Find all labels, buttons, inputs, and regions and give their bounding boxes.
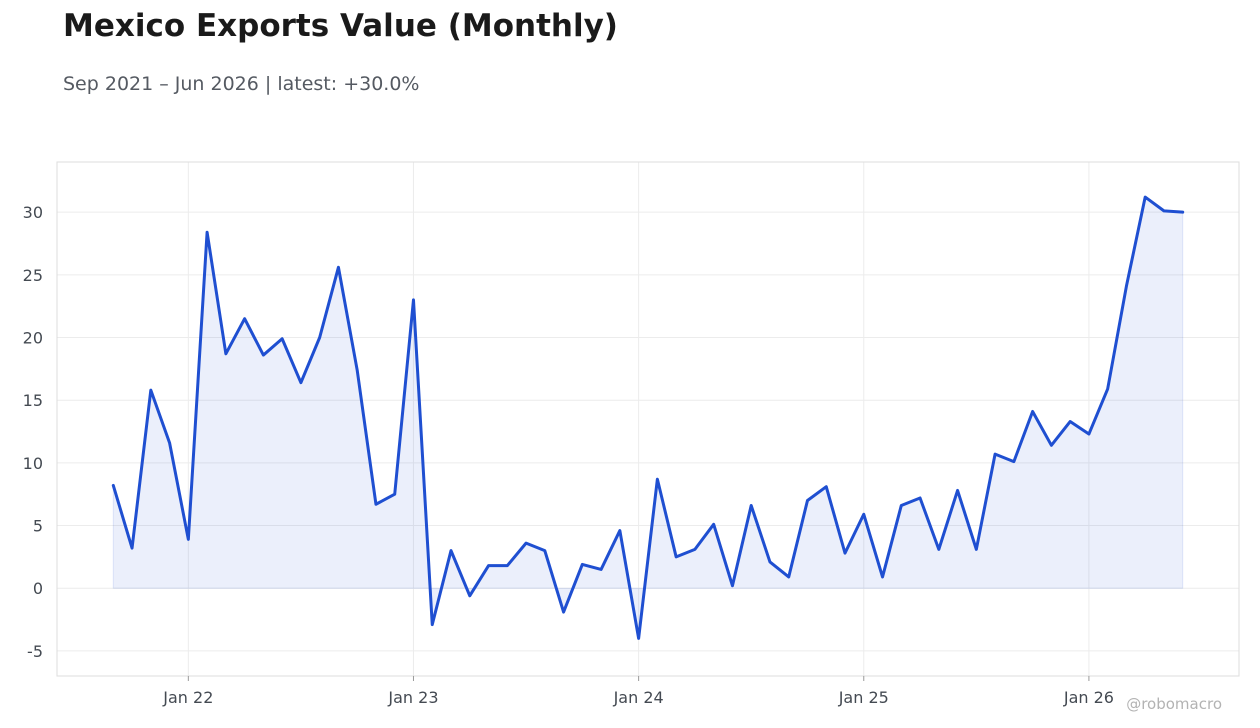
frame-layer xyxy=(56,161,1240,677)
y-axis-ticks: -5 0 5 10 15 20 25 30 xyxy=(23,203,43,661)
y-tick-label: 25 xyxy=(23,266,43,285)
watermark: @robomacro xyxy=(1126,695,1222,713)
series-line xyxy=(111,195,1185,640)
y-tick-label: 20 xyxy=(23,329,43,348)
plot-frame xyxy=(56,161,1240,677)
x-tick-label: Jan 26 xyxy=(1063,688,1114,707)
y-tick-label: -5 xyxy=(27,642,43,661)
line-layer xyxy=(111,195,1185,640)
y-tick-label: 10 xyxy=(23,454,43,473)
x-tick-label: Jan 23 xyxy=(387,688,438,707)
y-tick-label: 15 xyxy=(23,391,43,410)
x-axis-ticks: Jan 22 Jan 23 Jan 24 Jan 25 Jan 26 xyxy=(162,676,1114,707)
x-tick-label: Jan 25 xyxy=(838,688,889,707)
y-tick-label: 5 xyxy=(33,517,43,536)
x-tick-label: Jan 22 xyxy=(162,688,213,707)
series-area xyxy=(112,196,1184,639)
y-tick-label: 30 xyxy=(23,203,43,222)
y-tick-label: 0 xyxy=(33,579,43,598)
area-layer xyxy=(112,196,1184,639)
chart-title: Mexico Exports Value (Monthly) xyxy=(63,8,618,44)
x-tick-label: Jan 24 xyxy=(613,688,664,707)
chart-subtitle: Sep 2021 – Jun 2026 | latest: +30.0% xyxy=(63,73,420,95)
